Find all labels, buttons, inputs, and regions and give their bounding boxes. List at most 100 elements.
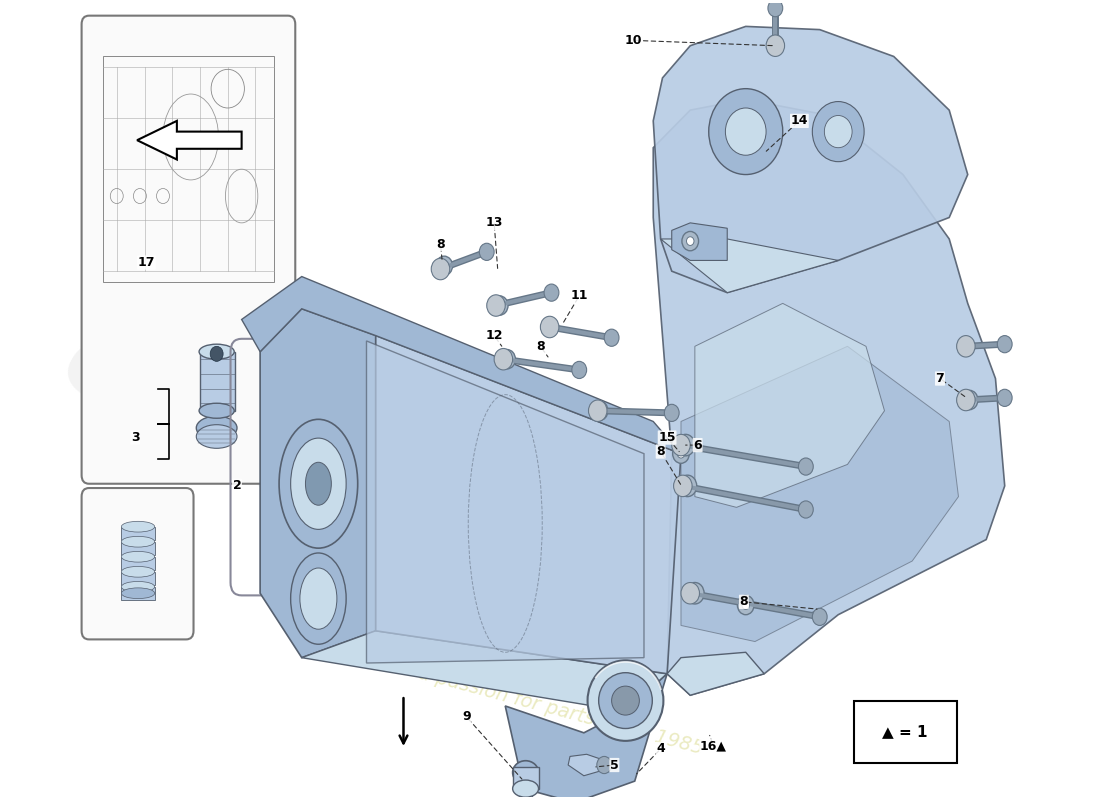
Text: 17: 17 [138, 256, 155, 269]
Circle shape [597, 757, 612, 774]
Text: ▲ = 1: ▲ = 1 [882, 724, 927, 739]
Bar [121, 587, 155, 600]
Ellipse shape [199, 344, 234, 359]
Circle shape [673, 444, 690, 463]
Circle shape [742, 601, 749, 610]
Circle shape [496, 301, 504, 310]
Polygon shape [260, 309, 376, 658]
Ellipse shape [290, 438, 346, 530]
Circle shape [596, 406, 603, 415]
Bar [121, 572, 155, 585]
Circle shape [592, 401, 608, 420]
Ellipse shape [121, 536, 155, 547]
Circle shape [572, 362, 586, 378]
Circle shape [957, 390, 975, 410]
Text: 15: 15 [659, 431, 675, 444]
Ellipse shape [196, 416, 236, 440]
Circle shape [210, 346, 223, 362]
Circle shape [708, 89, 783, 174]
Circle shape [812, 102, 865, 162]
Bar [121, 526, 155, 539]
Bar [519, 783, 532, 800]
Circle shape [480, 243, 494, 261]
Circle shape [436, 256, 452, 275]
Text: 12: 12 [485, 329, 503, 342]
Circle shape [681, 582, 700, 604]
Ellipse shape [121, 522, 155, 532]
Circle shape [673, 475, 692, 497]
Ellipse shape [196, 425, 236, 448]
Bar [131, 529, 145, 598]
Text: 5: 5 [610, 758, 619, 771]
Circle shape [540, 316, 559, 338]
Bar [121, 557, 155, 570]
Text: 4: 4 [657, 742, 665, 755]
Circle shape [998, 335, 1012, 353]
Circle shape [676, 434, 695, 456]
Circle shape [588, 400, 607, 422]
Ellipse shape [121, 582, 155, 592]
Polygon shape [681, 346, 958, 642]
Circle shape [604, 329, 619, 346]
Circle shape [771, 40, 779, 49]
Ellipse shape [612, 686, 639, 715]
Polygon shape [661, 239, 838, 293]
Polygon shape [138, 121, 242, 159]
Circle shape [737, 595, 755, 614]
Text: 3: 3 [131, 431, 140, 444]
Polygon shape [653, 99, 1004, 695]
Circle shape [812, 608, 827, 626]
Bar [121, 542, 155, 554]
Ellipse shape [300, 568, 337, 630]
FancyBboxPatch shape [81, 16, 295, 484]
Ellipse shape [121, 588, 155, 598]
Circle shape [486, 294, 505, 316]
FancyBboxPatch shape [854, 701, 957, 763]
Bar [200, 352, 235, 410]
Circle shape [494, 349, 513, 370]
Text: 8: 8 [657, 445, 664, 458]
Circle shape [767, 35, 783, 54]
Ellipse shape [306, 462, 331, 506]
Circle shape [998, 390, 1012, 406]
Ellipse shape [121, 566, 155, 577]
Text: euroParts: euroParts [45, 306, 632, 687]
Text: 8: 8 [739, 595, 748, 608]
Text: a passion for parts since 1985: a passion for parts since 1985 [416, 664, 705, 758]
Circle shape [966, 396, 974, 404]
Polygon shape [672, 223, 727, 261]
Ellipse shape [290, 553, 346, 644]
Circle shape [672, 434, 690, 456]
Text: 7: 7 [936, 372, 945, 385]
Polygon shape [505, 674, 667, 800]
Text: 2: 2 [232, 479, 241, 492]
Polygon shape [242, 277, 681, 454]
Polygon shape [667, 652, 764, 695]
Circle shape [682, 231, 698, 250]
Polygon shape [653, 26, 968, 293]
Circle shape [685, 582, 704, 604]
Circle shape [824, 115, 852, 148]
Circle shape [725, 108, 766, 155]
Polygon shape [695, 303, 884, 507]
Text: 8: 8 [437, 238, 444, 251]
Circle shape [679, 475, 696, 497]
Circle shape [492, 296, 508, 315]
Polygon shape [301, 631, 667, 711]
Circle shape [766, 35, 784, 57]
Text: 6: 6 [693, 438, 702, 451]
Circle shape [498, 350, 516, 369]
Ellipse shape [199, 403, 234, 418]
Text: 14: 14 [791, 114, 808, 127]
Polygon shape [366, 341, 644, 663]
Circle shape [686, 237, 694, 246]
Ellipse shape [587, 660, 663, 741]
Ellipse shape [598, 673, 652, 729]
Text: 10: 10 [624, 34, 641, 47]
Text: 11: 11 [571, 290, 588, 302]
Bar [513, 767, 539, 789]
Circle shape [440, 262, 448, 270]
Circle shape [691, 589, 698, 598]
Circle shape [544, 284, 559, 302]
Circle shape [799, 501, 813, 518]
